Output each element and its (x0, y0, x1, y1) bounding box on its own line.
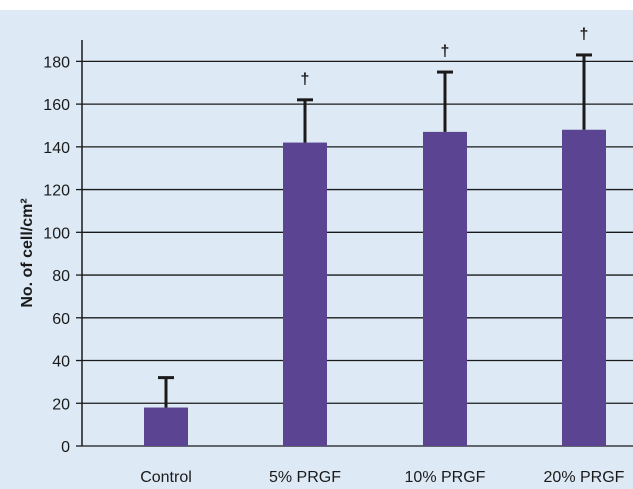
bar (283, 142, 327, 446)
x-category-label: Control (140, 469, 192, 486)
y-tick-label: 180 (43, 54, 70, 71)
error-bars (158, 53, 592, 408)
y-tick-label: 120 (43, 183, 70, 200)
annotations: † † † (301, 26, 589, 88)
bar (144, 407, 188, 446)
y-axis-ticks: 0 20 40 60 80 100 120 140 160 180 (43, 54, 82, 456)
x-category-label: 5% PRGF (269, 469, 341, 486)
gridlines (82, 60, 633, 447)
y-tick-label: 140 (43, 140, 70, 157)
x-axis-labels: Control 5% PRGF 10% PRGF 20% PRGF (140, 469, 624, 486)
x-category-label: 20% PRGF (544, 469, 625, 486)
significance-marker: † (441, 43, 450, 60)
y-tick-label: 100 (43, 225, 70, 242)
significance-marker: † (580, 26, 589, 43)
y-tick-label: 60 (52, 311, 70, 328)
bar (423, 131, 467, 446)
y-tick-label: 160 (43, 97, 70, 114)
y-tick-label: 40 (52, 354, 70, 371)
significance-marker: † (301, 71, 310, 88)
bars (144, 129, 606, 446)
bar (562, 129, 606, 446)
y-tick-label: 80 (52, 268, 70, 285)
y-tick-label: 20 (52, 396, 70, 413)
x-category-label: 10% PRGF (405, 469, 486, 486)
y-tick-label: 0 (61, 439, 70, 456)
y-axis-label: No. of cell/cm² (19, 198, 36, 307)
